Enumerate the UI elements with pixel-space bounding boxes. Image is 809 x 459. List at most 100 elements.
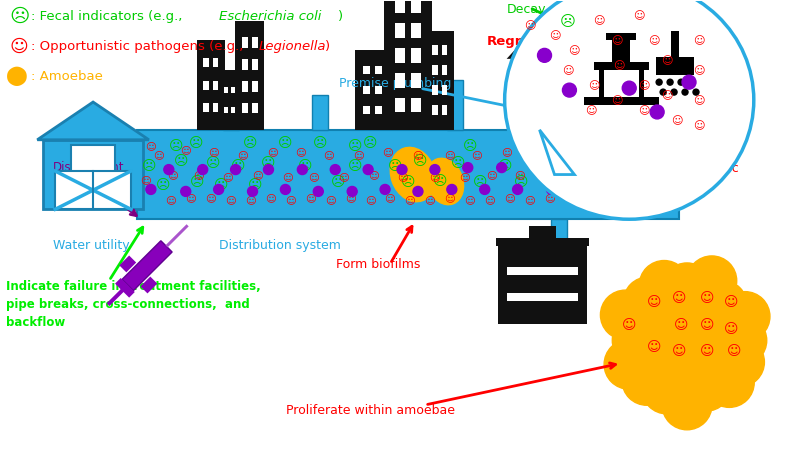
Text: ☺: ☺ xyxy=(502,147,512,157)
Text: Proliferate within amoebae: Proliferate within amoebae xyxy=(286,403,455,416)
Text: ☺: ☺ xyxy=(723,322,738,336)
Bar xyxy=(137,130,679,220)
Text: ☺: ☺ xyxy=(557,147,568,157)
Text: Indicate failure in treatment facilities,
pipe breaks, cross-connections,  and
b: Indicate failure in treatment facilities… xyxy=(6,280,261,329)
Circle shape xyxy=(413,187,423,197)
Circle shape xyxy=(689,80,695,86)
Bar xyxy=(496,239,590,246)
Text: ☹: ☹ xyxy=(627,158,642,172)
Bar xyxy=(433,46,438,56)
Bar xyxy=(242,38,248,49)
Text: ☹: ☹ xyxy=(451,155,465,169)
Bar xyxy=(55,172,131,210)
Text: Regrow: Regrow xyxy=(487,35,544,48)
Text: ☺: ☺ xyxy=(647,294,662,308)
Circle shape xyxy=(687,257,737,306)
Text: ☺: ☺ xyxy=(648,36,660,46)
Text: : Amoebae: : Amoebae xyxy=(32,70,104,83)
Bar xyxy=(231,108,235,114)
Text: ☺: ☺ xyxy=(671,116,683,126)
Circle shape xyxy=(596,165,606,175)
Circle shape xyxy=(717,316,767,365)
Bar xyxy=(411,0,421,14)
Bar xyxy=(396,49,404,64)
Text: ☺: ☺ xyxy=(193,170,204,180)
Bar xyxy=(203,82,209,90)
Text: ☺: ☺ xyxy=(700,290,714,304)
Text: ☺: ☺ xyxy=(602,172,612,182)
Circle shape xyxy=(666,190,676,200)
Text: ☺: ☺ xyxy=(662,170,672,180)
Text: ☺: ☺ xyxy=(674,317,688,331)
Text: ☹: ☹ xyxy=(472,175,487,189)
Text: ☺: ☺ xyxy=(413,151,423,160)
Ellipse shape xyxy=(426,159,464,205)
Text: ☺: ☺ xyxy=(338,172,349,182)
Bar xyxy=(561,267,578,275)
Text: ☺: ☺ xyxy=(544,193,555,203)
Text: ☺: ☺ xyxy=(165,195,176,205)
Bar xyxy=(639,71,644,106)
Text: Form biofilms: Form biofilms xyxy=(336,258,421,271)
Bar xyxy=(396,0,404,14)
Bar xyxy=(375,67,382,75)
Bar xyxy=(197,41,225,130)
Bar xyxy=(375,87,382,95)
Bar xyxy=(355,51,390,130)
Circle shape xyxy=(313,187,324,197)
Bar xyxy=(506,293,524,302)
Bar xyxy=(218,71,240,130)
Text: ☺: ☺ xyxy=(282,172,293,182)
Text: ☺: ☺ xyxy=(542,170,553,180)
Circle shape xyxy=(646,185,656,195)
Text: ☺: ☺ xyxy=(252,170,263,180)
Text: ☹: ☹ xyxy=(657,155,671,169)
Text: ☺: ☺ xyxy=(367,170,379,180)
Text: ☺: ☺ xyxy=(646,151,658,160)
Bar xyxy=(312,96,328,130)
Circle shape xyxy=(380,185,390,195)
Text: ☺: ☺ xyxy=(425,195,435,205)
Circle shape xyxy=(604,340,654,389)
Text: ☺: ☺ xyxy=(671,290,686,304)
Bar xyxy=(442,106,447,116)
Circle shape xyxy=(579,187,590,197)
Text: ☹: ☹ xyxy=(530,155,544,169)
Bar xyxy=(252,103,257,114)
Bar xyxy=(442,46,447,56)
Text: ☺: ☺ xyxy=(404,195,415,205)
Text: ☹: ☹ xyxy=(597,155,612,169)
Circle shape xyxy=(660,90,666,96)
Bar xyxy=(222,86,239,130)
Text: ☺: ☺ xyxy=(383,147,393,157)
Circle shape xyxy=(705,358,754,408)
Text: ☺: ☺ xyxy=(504,193,515,203)
Text: ☺: ☺ xyxy=(564,195,575,205)
Bar xyxy=(242,103,248,114)
Text: ☹: ☹ xyxy=(298,158,312,172)
Text: ☺: ☺ xyxy=(622,317,637,331)
Text: ☺: ☺ xyxy=(726,344,741,358)
Text: ☺: ☺ xyxy=(430,172,440,182)
Text: ☹: ☹ xyxy=(515,175,529,189)
Bar xyxy=(529,227,556,245)
Text: ☺: ☺ xyxy=(587,147,598,157)
Bar xyxy=(433,106,438,116)
Text: ☺: ☺ xyxy=(325,195,336,205)
Circle shape xyxy=(714,337,765,387)
Text: ☹: ☹ xyxy=(248,178,263,192)
Text: ☺: ☺ xyxy=(670,151,680,160)
Text: ☺: ☺ xyxy=(365,195,375,205)
Circle shape xyxy=(180,187,191,197)
Text: ☺: ☺ xyxy=(353,151,363,160)
Bar xyxy=(606,34,636,41)
Text: ☺: ☺ xyxy=(693,36,705,46)
Bar xyxy=(671,32,679,61)
Bar xyxy=(384,0,432,130)
Circle shape xyxy=(662,381,712,430)
Bar xyxy=(524,267,543,275)
Bar xyxy=(515,60,604,130)
Circle shape xyxy=(671,90,677,96)
Text: : Fecal indicators (e.g.,: : Fecal indicators (e.g., xyxy=(32,10,187,23)
Circle shape xyxy=(347,187,357,197)
